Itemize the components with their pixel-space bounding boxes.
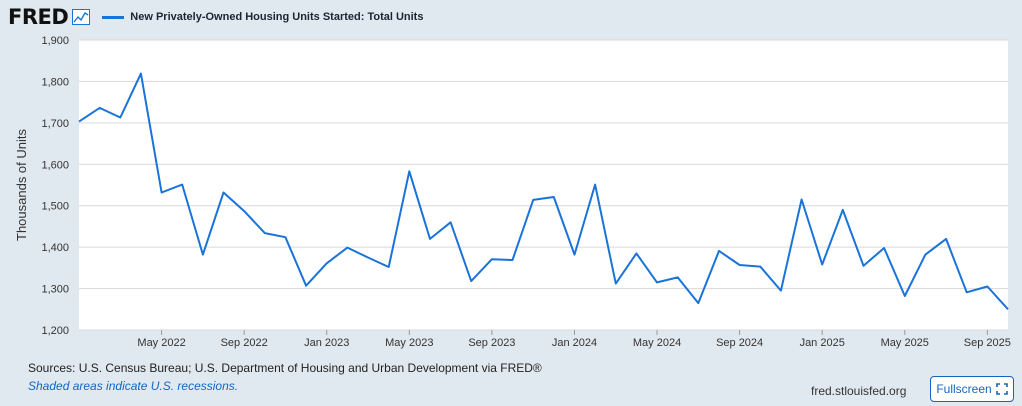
legend-label: New Privately-Owned Housing Units Starte…	[130, 11, 424, 23]
y-tick-label: 1,400	[41, 242, 69, 254]
site-link[interactable]: fred.stlouisfed.org	[811, 384, 907, 398]
fred-graph-icon	[72, 9, 91, 25]
y-tick-label: 1,600	[41, 159, 69, 171]
legend-swatch	[102, 15, 125, 19]
y-tick-label: 1,300	[41, 284, 69, 296]
x-tick-label: Sep 2024	[716, 337, 763, 349]
x-tick-label: Jan 2024	[552, 337, 597, 349]
y-tick-label: 1,700	[41, 118, 69, 130]
fullscreen-button[interactable]: Fullscreen	[930, 376, 1014, 402]
y-axis-label: Thousands of Units	[14, 129, 29, 242]
x-tick-label: May 2024	[633, 337, 681, 349]
y-axis-ticks: 1,200 1,300 1,400 1,500 1,600 1,700 1,800 1,900	[41, 35, 69, 337]
fullscreen-icon	[995, 383, 1008, 395]
gridlines	[79, 39, 1008, 331]
x-tick-label: May 2023	[385, 337, 433, 349]
x-tick-label: Sep 2022	[221, 337, 268, 349]
x-tick-label: Sep 2023	[468, 337, 515, 349]
x-axis-ticks: May 2022 Sep 2022 Jan 2023 May 2023 Sep 2023…	[137, 330, 1011, 349]
plot-area	[79, 40, 1008, 330]
series-line[interactable]	[78, 72, 1009, 310]
legend: New Privately-Owned Housing Units Starte…	[102, 11, 423, 23]
x-tick-label: May 2022	[137, 337, 185, 349]
x-tick-label: Jan 2025	[800, 337, 845, 349]
line-chart: 1,200 1,300 1,400 1,500 1,600 1,700 1,800 1,900…	[14, 35, 1011, 349]
chart-header: FRED New Privately-Owned Housing Units S…	[8, 4, 423, 30]
x-tick-label: Jan 2023	[304, 337, 349, 349]
fred-logo[interactable]: FRED	[8, 5, 69, 29]
y-tick-label: 1,800	[41, 76, 69, 88]
y-tick-label: 1,500	[41, 201, 69, 213]
x-tick-label: May 2025	[881, 337, 929, 349]
y-tick-label: 1,200	[41, 325, 69, 337]
y-tick-label: 1,900	[41, 35, 69, 47]
sources-text: Sources: U.S. Census Bureau; U.S. Depart…	[28, 361, 542, 375]
fullscreen-label: Fullscreen	[936, 382, 992, 396]
recessions-note: Shaded areas indicate U.S. recessions.	[28, 379, 239, 393]
x-tick-label: Sep 2025	[964, 337, 1011, 349]
